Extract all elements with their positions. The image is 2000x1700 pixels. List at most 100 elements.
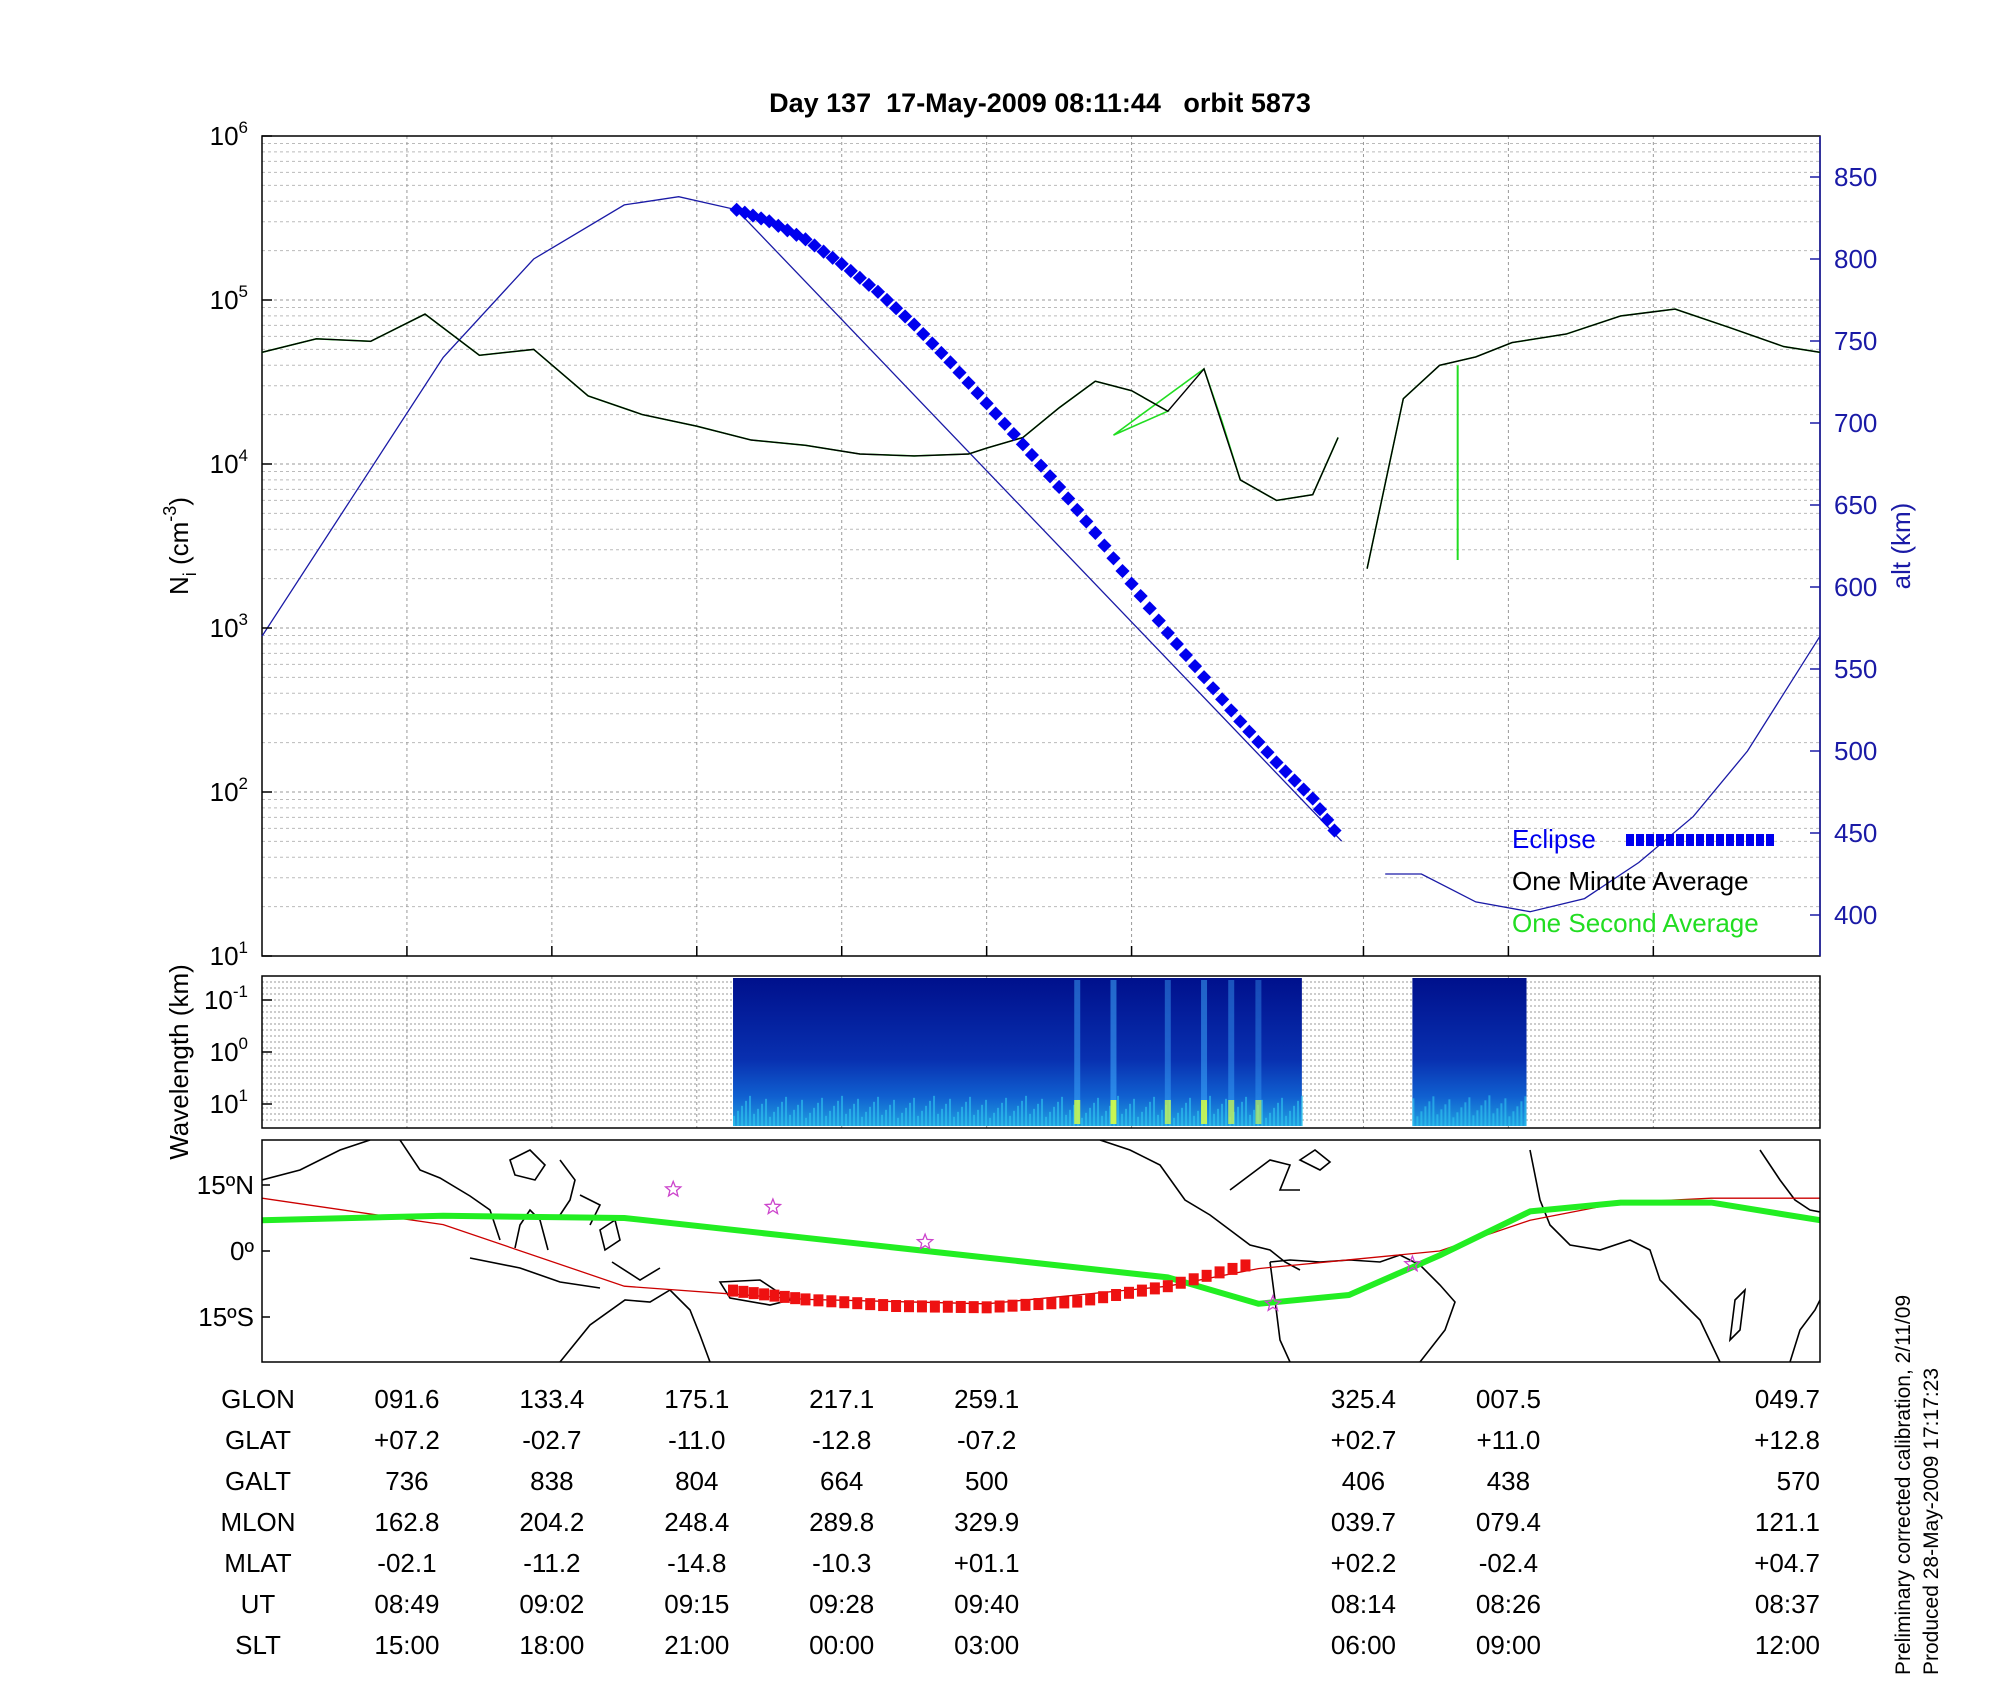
- eclipse-marker: [1178, 647, 1194, 663]
- spectrogram-column: [1045, 1116, 1048, 1126]
- table-cell: 03:00: [954, 1630, 1019, 1660]
- table-cell: 049.7: [1755, 1384, 1820, 1414]
- spectrogram-column: [797, 1104, 800, 1126]
- spectrogram-column: [1005, 1097, 1008, 1126]
- spectrogram-column: [1037, 1103, 1040, 1126]
- spectrogram-column: [1173, 1117, 1176, 1126]
- legend-eclipse-marker: [1636, 834, 1644, 846]
- spectrogram-column: [1197, 1110, 1200, 1126]
- eclipse-track-marker: [1175, 1276, 1186, 1289]
- spectrogram-column: [1476, 1110, 1479, 1126]
- y-right-tick-label: 700: [1834, 408, 1877, 438]
- eclipse-track-marker: [1162, 1280, 1173, 1293]
- eclipse-track-marker: [790, 1292, 801, 1305]
- eclipse-track-marker: [1059, 1296, 1070, 1309]
- spectrogram-column: [1412, 1098, 1415, 1126]
- y-tick-label: 10-1: [204, 982, 248, 1015]
- chart-title: Day 137 17-May-2009 08:11:44 orbit 5873: [769, 88, 1311, 118]
- spectrogram-band-peak: [1255, 1100, 1262, 1124]
- legend-eclipse-marker: [1706, 834, 1714, 846]
- spectrogram-column: [1001, 1102, 1004, 1126]
- eclipse-marker: [979, 396, 994, 411]
- one-minute-average-line: [1366, 308, 1821, 569]
- table-cell: 838: [530, 1466, 573, 1496]
- table-row-label: GALT: [225, 1466, 291, 1496]
- spectrogram-column: [793, 1109, 796, 1126]
- spectrogram-column: [917, 1115, 920, 1126]
- table-cell: 08:37: [1755, 1589, 1820, 1619]
- spectrogram-band-peak: [1164, 1100, 1171, 1124]
- spectrogram-column: [1500, 1103, 1503, 1126]
- eclipse-marker: [952, 365, 967, 380]
- spectrogram-column: [1017, 1105, 1020, 1126]
- eclipse-track-marker: [1033, 1298, 1044, 1311]
- spectrogram-column: [817, 1102, 820, 1126]
- spectrogram-band-peak: [1228, 1100, 1235, 1124]
- table-cell: -11.2: [523, 1548, 580, 1578]
- spectrogram-column: [1484, 1100, 1487, 1126]
- eclipse-track-marker: [769, 1289, 780, 1302]
- spectrogram-column: [953, 1116, 956, 1126]
- spectrogram-column: [1013, 1110, 1016, 1126]
- table-cell: 21:00: [664, 1630, 729, 1660]
- eclipse-marker: [1124, 576, 1139, 591]
- table-cell: 175.1: [664, 1384, 729, 1414]
- spectrogram-column: [1225, 1098, 1228, 1126]
- eclipse-marker: [1224, 703, 1239, 718]
- eclipse-marker: [1079, 514, 1094, 529]
- table-cell: 18:00: [519, 1630, 584, 1660]
- spectrogram-column: [857, 1098, 860, 1126]
- eclipse-track-marker: [1085, 1293, 1096, 1306]
- spectrogram-column: [1181, 1107, 1184, 1126]
- spectrogram-column: [885, 1109, 888, 1126]
- eclipse-track-marker: [968, 1301, 979, 1314]
- eclipse-marker: [1133, 588, 1148, 604]
- spectrogram-column: [1161, 1109, 1164, 1126]
- density-grid: [262, 136, 1820, 957]
- eclipse-marker: [1006, 426, 1021, 442]
- table-cell: -10.3: [812, 1548, 871, 1578]
- eclipse-marker: [1169, 636, 1184, 652]
- spectrogram-column: [1261, 1099, 1264, 1126]
- spectrogram-column: [757, 1108, 760, 1126]
- spectrogram-column: [1085, 1112, 1088, 1126]
- spectrogram-column: [1093, 1102, 1096, 1126]
- eclipse-track-marker: [1149, 1282, 1160, 1295]
- eclipse-track-marker: [994, 1300, 1005, 1313]
- eclipse-marker: [1269, 755, 1284, 770]
- legend-eclipse-marker: [1676, 834, 1684, 846]
- eclipse-track-marker: [1098, 1291, 1109, 1304]
- eclipse-track-marker: [878, 1299, 889, 1312]
- table-cell: 162.8: [374, 1507, 439, 1537]
- eclipse-track-marker: [1123, 1286, 1134, 1299]
- eclipse-marker: [1061, 491, 1076, 506]
- spectrogram-column: [881, 1114, 884, 1126]
- eclipse-marker: [1142, 601, 1157, 616]
- spectrogram-column: [909, 1102, 912, 1126]
- table-cell: 091.6: [374, 1384, 439, 1414]
- eclipse-track-marker: [904, 1300, 915, 1313]
- spectrogram-column: [869, 1106, 872, 1126]
- spectrogram-column: [745, 1100, 748, 1126]
- spectrogram-column: [969, 1096, 972, 1126]
- eclipse-track-marker: [916, 1300, 927, 1313]
- y-right-tick-label: 550: [1834, 654, 1877, 684]
- spectrogram-column: [1053, 1106, 1056, 1126]
- map-y-tick-label: 15ºS: [198, 1302, 254, 1332]
- legend-label: One Minute Average: [1512, 866, 1749, 896]
- spectrogram-column: [965, 1101, 968, 1126]
- spectrogram-column: [901, 1112, 904, 1126]
- spectrogram-column: [1237, 1106, 1240, 1126]
- spectrogram-column: [1177, 1112, 1180, 1126]
- eclipse-marker: [1296, 782, 1311, 797]
- spectrogram-column: [1420, 1111, 1423, 1126]
- spectrogram-column: [937, 1113, 940, 1126]
- table-row-label: GLAT: [225, 1425, 291, 1455]
- spectrogram-column: [1105, 1110, 1108, 1126]
- y-tick-label: 101: [210, 938, 248, 971]
- table-cell: 039.7: [1331, 1507, 1396, 1537]
- eclipse-track-marker: [800, 1293, 811, 1306]
- spectrogram-band: [1110, 980, 1117, 1124]
- density-y-ticks: 101 102 103 104 105 106: [210, 118, 272, 971]
- spectrogram-column: [1121, 1113, 1124, 1126]
